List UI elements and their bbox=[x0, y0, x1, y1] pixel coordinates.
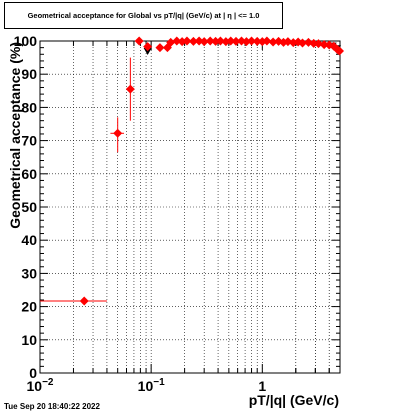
y-tick-label: 40 bbox=[21, 232, 37, 248]
data-point-red bbox=[262, 36, 272, 46]
y-tick-label: 60 bbox=[21, 166, 37, 182]
data-point-red bbox=[268, 37, 278, 47]
data-point-red bbox=[125, 84, 135, 94]
data-point-red bbox=[182, 36, 192, 46]
data-point-red bbox=[166, 37, 176, 47]
y-tick-label: 30 bbox=[21, 265, 37, 281]
y-tick-label: 100 bbox=[14, 33, 38, 49]
data-point-red bbox=[252, 36, 262, 46]
data-point-red bbox=[226, 36, 236, 46]
y-tick-label: 10 bbox=[21, 332, 37, 348]
data-point-red bbox=[298, 38, 308, 48]
y-tick-label: 50 bbox=[21, 199, 37, 215]
x-axis-label: pT/|q| (GeV/c) bbox=[249, 392, 339, 408]
y-tick-label: 70 bbox=[21, 133, 37, 149]
data-point-red bbox=[231, 36, 241, 46]
y-axis-label: Geometrical acceptance (%) bbox=[7, 42, 23, 229]
x-tick-label: 1 bbox=[258, 378, 266, 394]
chart-title: Geometrical acceptance for Global vs pT/… bbox=[27, 11, 260, 20]
data-point-red bbox=[172, 36, 182, 46]
data-point-red bbox=[199, 37, 209, 47]
data-point-red bbox=[313, 39, 323, 49]
data-point-red bbox=[215, 36, 225, 46]
data-point-red bbox=[113, 128, 123, 138]
title-box: Geometrical acceptance for Global vs pT/… bbox=[4, 2, 283, 29]
data-point-red bbox=[134, 36, 144, 46]
y-tick-label: 0 bbox=[29, 365, 37, 381]
data-point-red bbox=[155, 43, 165, 53]
data-point-red bbox=[205, 36, 215, 46]
x-tick-label: 10−2 bbox=[27, 377, 54, 394]
data-point-red bbox=[143, 42, 153, 52]
x-tick-label: 10−1 bbox=[138, 377, 165, 394]
data-point-black bbox=[143, 47, 152, 55]
y-tick-label: 20 bbox=[21, 299, 37, 315]
data-point-red bbox=[335, 46, 345, 56]
data-point-red bbox=[247, 36, 257, 46]
data-point-red bbox=[319, 40, 329, 50]
data-point-red bbox=[188, 36, 198, 46]
y-tick-label: 80 bbox=[21, 99, 37, 115]
data-point-red bbox=[79, 296, 89, 306]
timestamp: Tue Sep 20 18:40:22 2022 bbox=[4, 402, 100, 411]
y-tick-label: 90 bbox=[21, 66, 37, 82]
